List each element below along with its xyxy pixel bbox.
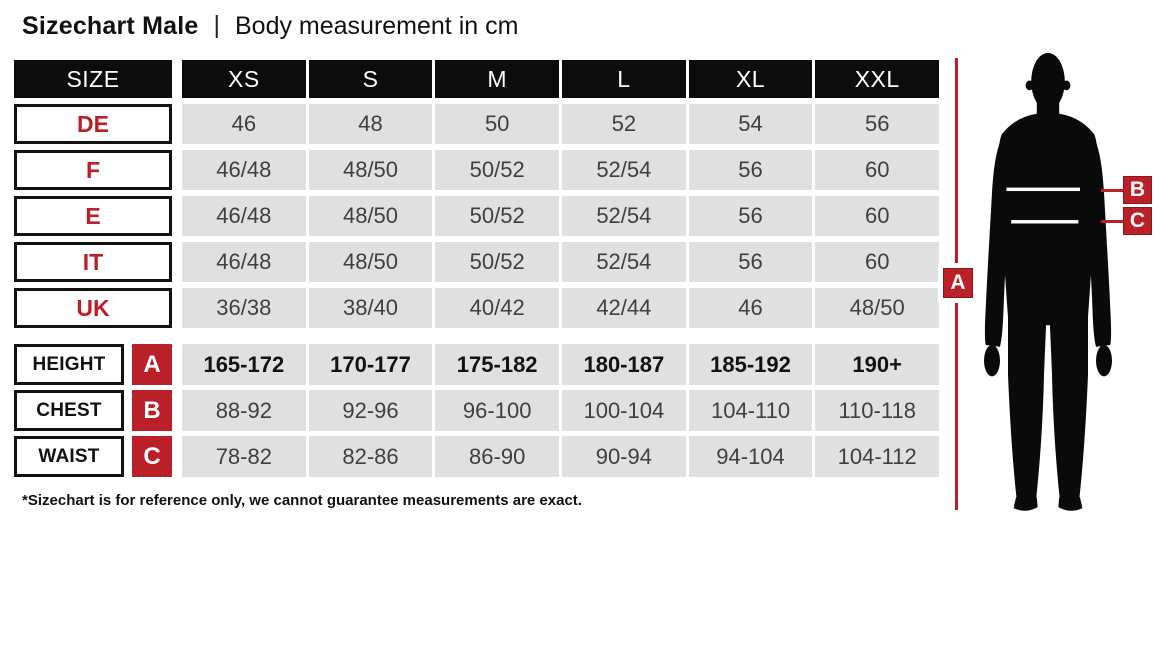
row-label-uk: UK	[14, 288, 172, 328]
cell-it-l: 52/54	[562, 242, 686, 282]
chest-line	[1006, 187, 1080, 192]
cell-f-xs: 46/48	[182, 150, 306, 190]
cell-chest-l: 100-104	[562, 390, 686, 431]
row-label-waist: WAIST	[14, 436, 124, 477]
cell-e-s: 48/50	[308, 196, 433, 236]
column-header-xxl: XXL	[815, 60, 940, 98]
cell-de-xl: 54	[688, 104, 813, 144]
cell-f-m: 50/52	[435, 150, 560, 190]
cell-f-xxl: 60	[815, 150, 940, 190]
page-title-secondary: Body measurement in cm	[234, 12, 519, 40]
cell-e-xxl: 60	[815, 196, 940, 236]
cell-uk-xs: 36/38	[182, 288, 306, 328]
table-row-uk: UK 36/38 38/40 40/42 42/44 46 48/50	[14, 288, 940, 328]
cell-height-m: 175-182	[435, 344, 560, 385]
cell-height-s: 170-177	[308, 344, 433, 385]
marker-a-badge: A	[943, 268, 973, 298]
cell-waist-s: 82-86	[308, 436, 433, 477]
column-header-l: L	[562, 60, 686, 98]
footnote: *Sizechart is for reference only, we can…	[22, 492, 582, 509]
cell-height-xs: 165-172	[182, 344, 306, 385]
page-title: Sizechart Male | Body measurement in cm	[22, 11, 519, 41]
cell-it-xl: 56	[688, 242, 813, 282]
cell-chest-xs: 88-92	[182, 390, 306, 431]
size-table: SIZE XS S M L XL XXL DE 46 48 50 52 54	[14, 60, 940, 482]
cell-waist-xl: 94-104	[688, 436, 813, 477]
cell-height-l: 180-187	[562, 344, 686, 385]
cell-f-l: 52/54	[562, 150, 686, 190]
marker-c-table-badge: C	[132, 436, 172, 477]
marker-b-table-badge: B	[132, 390, 172, 431]
cell-it-xs: 46/48	[182, 242, 306, 282]
cell-uk-l: 42/44	[562, 288, 686, 328]
row-label-chest: CHEST	[14, 390, 124, 431]
table-row-it: IT 46/48 48/50 50/52 52/54 56 60	[14, 242, 940, 282]
cell-de-s: 48	[308, 104, 433, 144]
cell-f-xl: 56	[688, 150, 813, 190]
cell-e-xl: 56	[688, 196, 813, 236]
cell-it-xxl: 60	[815, 242, 940, 282]
title-separator: |	[213, 11, 220, 39]
cell-waist-xs: 78-82	[182, 436, 306, 477]
column-header-size: SIZE	[14, 60, 172, 98]
cell-f-s: 48/50	[308, 150, 433, 190]
cell-chest-xxl: 110-118	[815, 390, 940, 431]
cell-de-l: 52	[562, 104, 686, 144]
cell-height-xxl: 190+	[815, 344, 940, 385]
cell-waist-m: 86-90	[435, 436, 560, 477]
cell-e-l: 52/54	[562, 196, 686, 236]
cell-uk-m: 40/42	[435, 288, 560, 328]
row-label-f: F	[14, 150, 172, 190]
cell-e-xs: 46/48	[182, 196, 306, 236]
cell-chest-s: 92-96	[308, 390, 433, 431]
cell-de-xs: 46	[182, 104, 306, 144]
marker-a-table-badge: A	[132, 344, 172, 385]
table-row-f: F 46/48 48/50 50/52 52/54 56 60	[14, 150, 940, 190]
cell-chest-m: 96-100	[435, 390, 560, 431]
column-header-xl: XL	[688, 60, 813, 98]
cell-de-xxl: 56	[815, 104, 940, 144]
waist-line	[1011, 220, 1079, 224]
table-row-height: HEIGHT A 165-172 170-177 175-182 180-187…	[14, 344, 940, 385]
cell-it-s: 48/50	[308, 242, 433, 282]
row-label-de: DE	[14, 104, 172, 144]
table-header-row: SIZE XS S M L XL XXL	[14, 60, 940, 98]
table-row-chest: CHEST B 88-92 92-96 96-100 100-104 104-1…	[14, 390, 940, 431]
marker-b-badge: B	[1123, 176, 1152, 204]
row-label-e: E	[14, 196, 172, 236]
table-row-waist: WAIST C 78-82 82-86 86-90 90-94 94-104 1…	[14, 436, 940, 477]
page-title-primary: Sizechart Male	[22, 12, 199, 40]
column-header-s: S	[308, 60, 433, 98]
cell-e-m: 50/52	[435, 196, 560, 236]
table-row-de: DE 46 48 50 52 54 56	[14, 104, 940, 144]
height-measure-line	[955, 58, 958, 510]
column-header-xs: XS	[182, 60, 306, 98]
cell-uk-s: 38/40	[308, 288, 433, 328]
row-label-it: IT	[14, 242, 172, 282]
table-row-e: E 46/48 48/50 50/52 52/54 56 60	[14, 196, 940, 236]
cell-de-m: 50	[435, 104, 560, 144]
column-header-m: M	[435, 60, 560, 98]
cell-chest-xl: 104-110	[688, 390, 813, 431]
male-silhouette-icon	[984, 52, 1112, 511]
marker-c-connector	[1101, 220, 1125, 223]
cell-it-m: 50/52	[435, 242, 560, 282]
cell-uk-xxl: 48/50	[815, 288, 940, 328]
cell-height-xl: 185-192	[688, 344, 813, 385]
cell-waist-l: 90-94	[562, 436, 686, 477]
cell-uk-xl: 46	[688, 288, 813, 328]
marker-c-badge: C	[1123, 207, 1152, 235]
cell-waist-xxl: 104-112	[815, 436, 940, 477]
marker-b-connector	[1101, 189, 1125, 192]
row-label-height: HEIGHT	[14, 344, 124, 385]
